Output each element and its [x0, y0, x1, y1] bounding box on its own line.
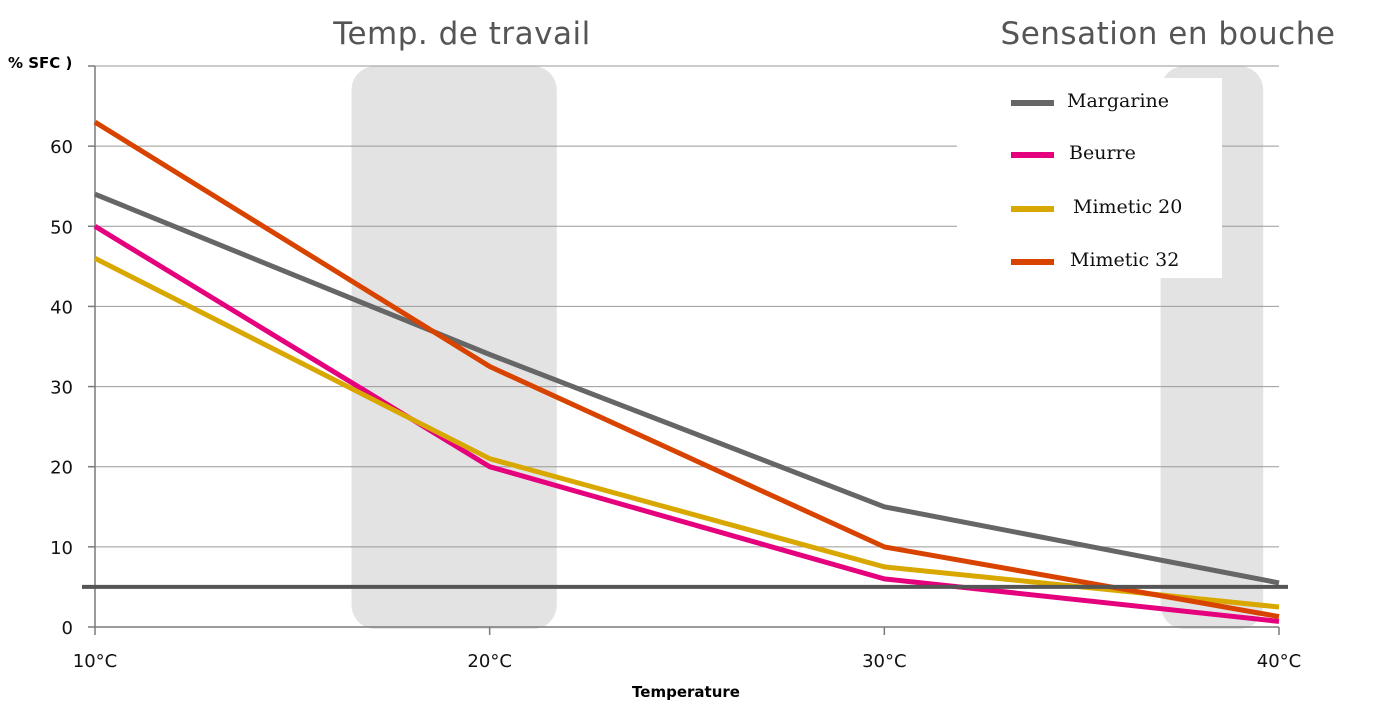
- y-tick-label: 40: [50, 297, 73, 318]
- y-tick-label: 0: [62, 618, 73, 639]
- series-line-mimetic-32: [93, 119, 1280, 620]
- legend-label-margarine: Margarine: [1067, 90, 1169, 112]
- axes: 0 10 20 30 40 50 60 10°C 20°C 30°C 40°C: [50, 65, 1301, 672]
- x-tick-label: 30°C: [862, 651, 906, 672]
- band-temp-de-travail: [351, 66, 557, 629]
- band-title-sensation-en-bouche: Sensation en bouche: [1001, 16, 1336, 52]
- y-tick-label: 60: [50, 137, 73, 158]
- x-tick-label: 10°C: [73, 651, 117, 672]
- x-tick-label: 40°C: [1257, 651, 1301, 672]
- legend-label-mimetic-20: Mimetic 20: [1073, 196, 1182, 218]
- x-tick-label: 20°C: [467, 651, 511, 672]
- series-line-beurre: [93, 224, 1280, 624]
- legend: Margarine Beurre Mimetic 20 Mimetic 32: [957, 78, 1222, 278]
- y-tick-label: 10: [50, 538, 73, 559]
- band-title-temp-de-travail: Temp. de travail: [332, 16, 590, 52]
- y-tick-label: 50: [50, 217, 73, 238]
- legend-label-mimetic-32: Mimetic 32: [1070, 249, 1179, 271]
- series-line-margarine: [94, 191, 1280, 586]
- y-tick-label: 30: [50, 378, 73, 399]
- y-axis-title: % SFC ): [8, 54, 72, 72]
- legend-label-beurre: Beurre: [1069, 142, 1136, 164]
- legend-box: [957, 78, 1222, 278]
- y-tick-label: 20: [50, 458, 73, 479]
- series-lines: [93, 119, 1280, 624]
- x-axis-title: Temperature: [632, 683, 740, 701]
